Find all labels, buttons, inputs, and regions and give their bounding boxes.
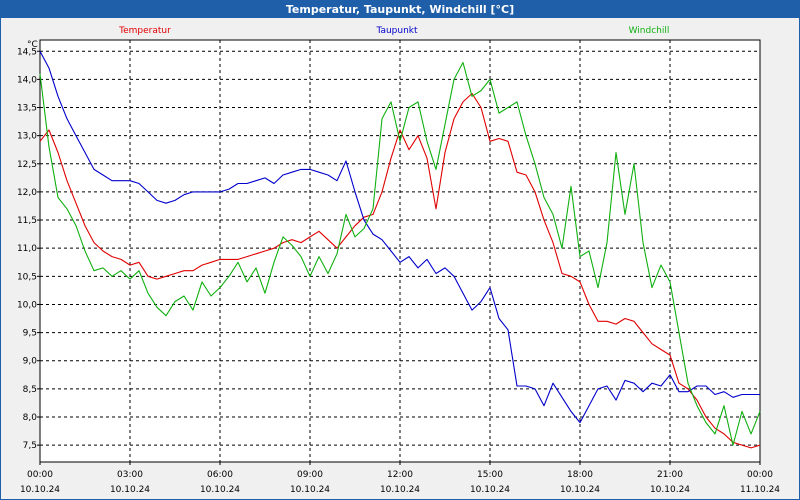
y-tick-label: 8,5 (23, 385, 37, 395)
y-tick-label: 8,0 (23, 413, 38, 423)
grid-lines (40, 40, 760, 462)
x-tick-time: 15:00 (477, 470, 503, 480)
chart-title: Temperatur, Taupunkt, Windchill [°C] (1, 1, 799, 18)
y-axis-unit: °C (27, 40, 38, 50)
x-tick-time: 09:00 (297, 470, 323, 480)
series-line-temperatur (39, 92, 761, 449)
x-tick-date: 10.10.24 (650, 485, 690, 495)
y-tick-label: 14,5 (17, 47, 37, 57)
x-tick-date: 10.10.24 (470, 485, 510, 495)
legend-taupunkt: Taupunkt (375, 26, 418, 36)
y-tick-label: 11,0 (17, 244, 37, 254)
y-tick-label: 10,0 (17, 300, 37, 310)
x-tick-date: 10.10.24 (200, 485, 240, 495)
y-tick-label: 12,0 (17, 188, 37, 198)
x-tick-time: 12:00 (387, 470, 413, 480)
y-tick-label: 10,5 (17, 272, 37, 282)
y-tick-label: 12,5 (17, 160, 37, 170)
x-tick-time: 21:00 (657, 470, 683, 480)
y-tick-label: 13,5 (17, 104, 37, 114)
x-tick-date: 11.10.24 (740, 485, 780, 495)
x-tick-date: 10.10.24 (20, 485, 60, 495)
y-tick-label: 9,5 (23, 329, 37, 339)
x-tick-date: 10.10.24 (380, 485, 420, 495)
y-axis: 14,5 14,0 13,5 13,0 12,5 12,0 11,5 11,0 10,5 10,0… (17, 47, 40, 451)
y-tick-label: 7,5 (23, 441, 37, 451)
y-tick-label: 9,0 (23, 357, 38, 367)
x-tick-time: 18:00 (567, 470, 593, 480)
legend-temperatur: Temperatur (118, 26, 171, 36)
x-tick-time: 06:00 (207, 470, 233, 480)
y-tick-label: 13,0 (17, 132, 37, 142)
y-tick-label: 14,0 (17, 75, 37, 85)
x-tick-time: 00:00 (747, 470, 773, 480)
x-tick-time: 03:00 (117, 470, 143, 480)
x-tick-date: 10.10.24 (110, 485, 150, 495)
series-lines (39, 51, 761, 449)
x-tick-date: 10.10.24 (560, 485, 600, 495)
x-axis: 00:00 10.10.24 03:00 10.10.24 06:00 10.10.24 0… (20, 462, 780, 495)
series-line-taupunkt (39, 51, 760, 424)
legend-windchill: Windchill (629, 26, 670, 36)
x-tick-date: 10.10.24 (290, 485, 330, 495)
x-tick-time: 00:00 (27, 470, 53, 480)
series-line-windchill (39, 61, 761, 446)
y-tick-label: 11,5 (17, 216, 37, 226)
